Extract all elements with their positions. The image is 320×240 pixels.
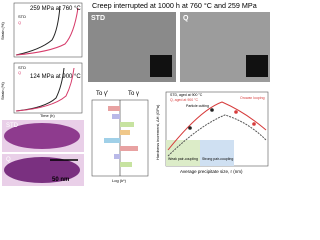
bar [120, 130, 130, 135]
axis-label: Strain (%) [0, 22, 5, 40]
bar [104, 138, 120, 143]
image-label: Q [6, 157, 11, 163]
axis-label: Strain (%) [0, 82, 5, 100]
curve [15, 67, 75, 112]
legend-entry: STD [18, 14, 26, 19]
region-label: Orowan looping [240, 96, 265, 100]
axis-label: Log (k*) [112, 178, 127, 183]
curve [167, 101, 267, 151]
diffraction-inset [246, 55, 268, 77]
point [188, 126, 192, 130]
point [252, 122, 256, 126]
bar [120, 162, 132, 167]
panel-title: 124 MPa at 900 °C [30, 74, 81, 80]
curve [167, 114, 267, 157]
legend-entry: Q [18, 70, 22, 75]
figure-title: Creep interrupted at 1000 h at 760 °C an… [92, 1, 257, 10]
graphical-abstract: 259 MPa at 760 °C STD Q Strain (%) 124 M… [0, 1, 270, 186]
region-label: Strong pair-coupling [202, 157, 234, 161]
apt-image [4, 157, 80, 183]
curve [15, 7, 79, 56]
curve [15, 67, 65, 112]
plot-frame [13, 2, 83, 58]
point [234, 110, 238, 114]
figure-shapes [2, 2, 270, 186]
legend-entry: STD [18, 65, 26, 70]
image-label: STD [6, 123, 18, 129]
diffraction-inset [150, 55, 172, 77]
apt-image [4, 123, 80, 149]
bar [108, 106, 120, 111]
region [200, 140, 234, 166]
axis-label: Hardness increment, ΔH (GPa) [155, 104, 160, 160]
scale-label: 50 nm [52, 177, 70, 183]
curve [15, 5, 61, 56]
bar [120, 146, 138, 151]
region-label: Particle cutting [186, 104, 209, 108]
axis-label: To γ [128, 91, 140, 97]
image-label: Q [183, 15, 189, 22]
legend-entry: Q, aged at 900 °C [170, 98, 199, 102]
panel-title: 259 MPa at 760 °C [30, 6, 81, 12]
axis-label: Average precipitate size, r (nm) [180, 169, 243, 174]
bar [114, 154, 120, 159]
bar [120, 122, 134, 127]
legend-entry: Q [18, 20, 22, 25]
axis-label: To γ' [96, 91, 109, 97]
axis-label: Time (h) [40, 113, 55, 118]
legend-entry: STD, aged at 900 °C [170, 93, 203, 97]
region-label: Weak pair-coupling [168, 157, 198, 161]
image-label: STD [91, 15, 105, 22]
point [210, 108, 214, 112]
bar [112, 114, 120, 119]
plot-frame [13, 62, 83, 114]
